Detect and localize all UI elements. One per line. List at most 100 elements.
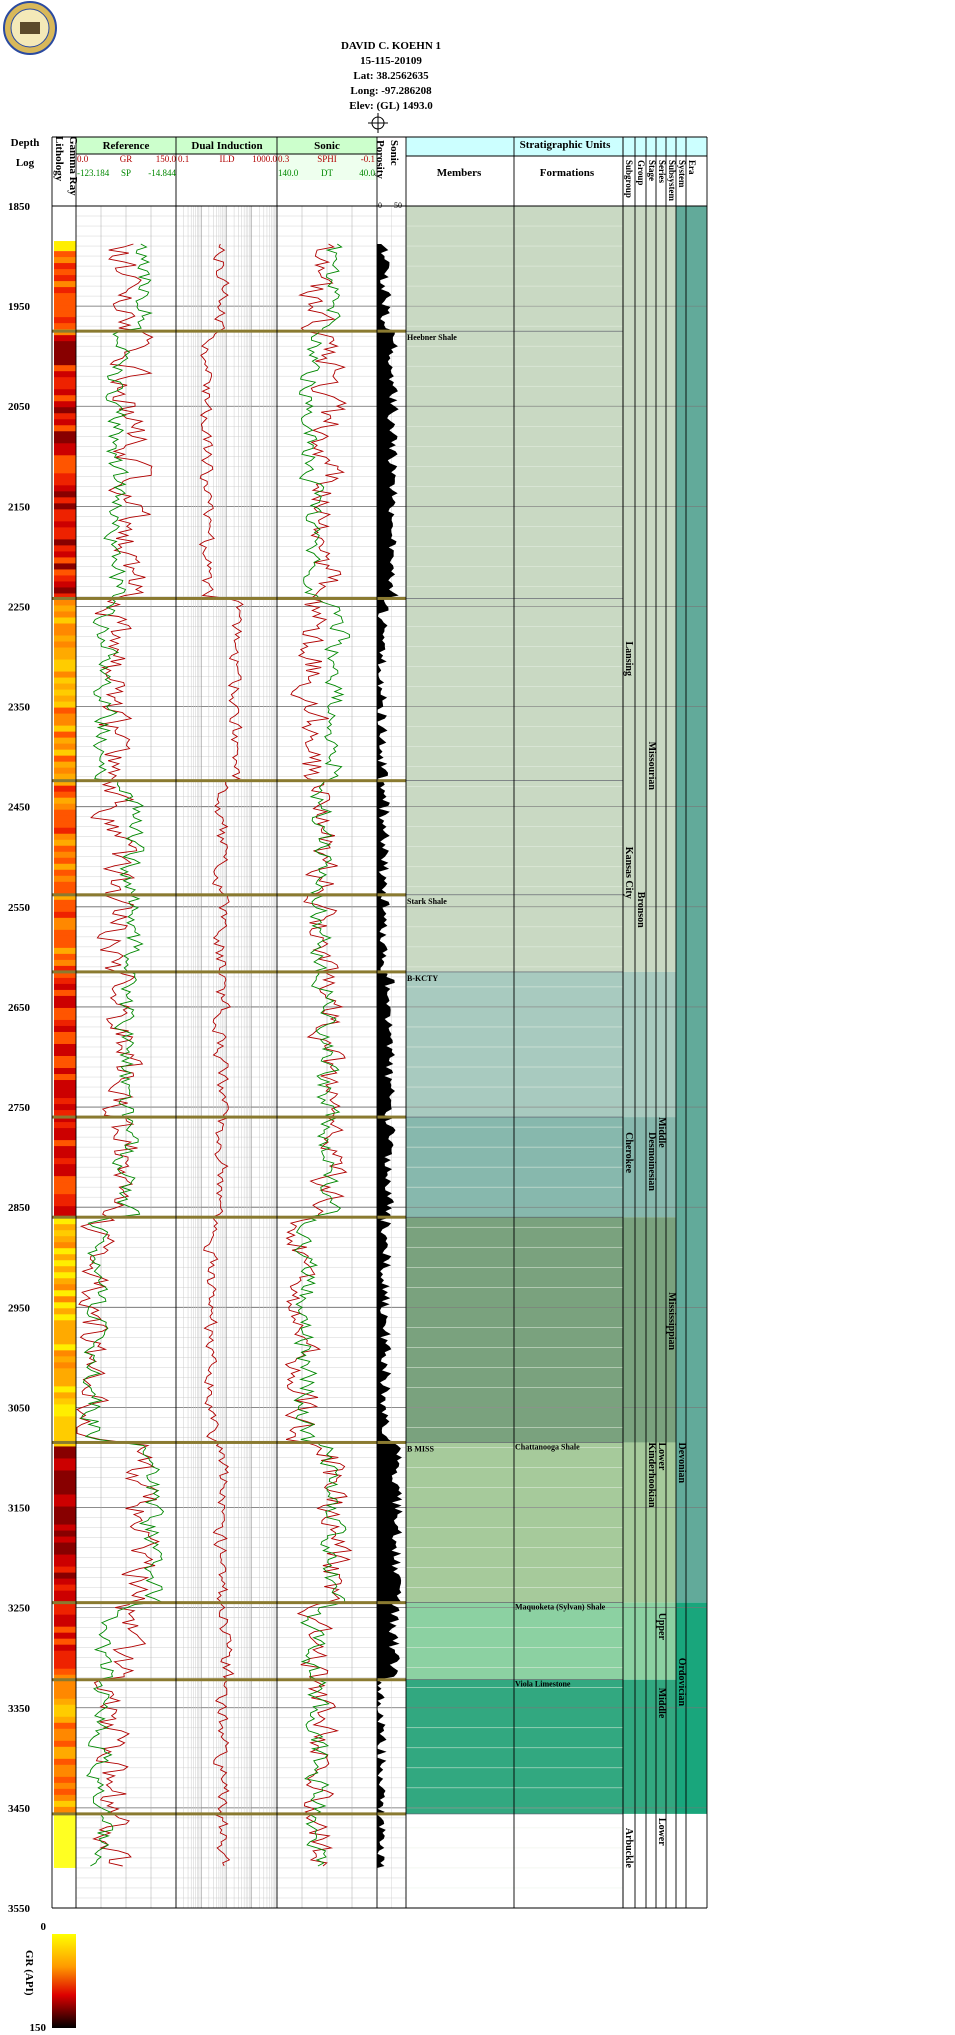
sp-scale-min: -123.184 <box>77 168 110 178</box>
depth-label: 3450 <box>8 1803 31 1815</box>
lithology-cell <box>54 1134 76 1141</box>
lithology-cell <box>54 1062 76 1069</box>
lithology-cell <box>54 371 76 378</box>
lithology-cell <box>54 785 76 793</box>
lithology-cell <box>54 545 76 552</box>
lithology-cell <box>54 1776 76 1784</box>
lithology-cell <box>54 305 76 312</box>
formation-top-line-9 <box>52 1678 406 1682</box>
lithology-cell <box>54 353 76 360</box>
lithology-cell <box>54 791 76 799</box>
lithology-cell <box>54 1506 76 1514</box>
dual-induction-header: Dual Induction <box>191 140 262 152</box>
lithology-cell <box>54 977 76 985</box>
lithology-cell <box>54 929 76 937</box>
lithology-cell <box>54 1110 76 1117</box>
strat-label-6: Middle <box>656 1117 667 1148</box>
formations-header: Formations <box>540 167 595 179</box>
member-label-0: Heebner Shale <box>407 333 457 342</box>
lithology-cell <box>54 1452 76 1459</box>
lithology-cell <box>54 869 76 877</box>
lithology-cell <box>54 629 76 637</box>
lithology-cell <box>54 377 76 384</box>
lithology-cell <box>54 1632 76 1640</box>
member-label-4: B-KCTY <box>407 974 438 983</box>
lithology-cell <box>54 731 76 739</box>
lithology-cell <box>54 749 76 757</box>
sphi-scale-min: 0.3 <box>278 154 290 164</box>
lithology-cell <box>54 821 76 829</box>
lithology-cell <box>54 1356 76 1363</box>
strat-col-header-stage: Stage <box>647 160 657 181</box>
lithology-cell <box>54 761 76 769</box>
lithology-cell <box>54 1770 76 1778</box>
lithology-cell <box>54 1500 76 1508</box>
lithology-cell <box>54 485 76 492</box>
lithology-cell <box>54 1037 76 1045</box>
lithology-cell <box>54 1482 76 1490</box>
lithology-cell <box>54 1470 76 1477</box>
lithology-cell <box>54 1464 76 1471</box>
lithology-cell <box>54 1320 76 1327</box>
log-header: Log <box>16 157 35 169</box>
lithology-cell <box>54 1374 76 1381</box>
lithology-cell <box>54 299 76 306</box>
lithology-cell <box>54 1368 76 1375</box>
lithology-cell <box>54 953 76 961</box>
lithology-cell <box>54 359 76 366</box>
lithology-cell <box>54 839 76 847</box>
lithology-cell <box>54 1566 76 1574</box>
lithology-cell <box>54 1764 76 1772</box>
formation-label-7: Chattanooga Shale <box>515 1442 580 1451</box>
lithology-cell <box>54 713 76 721</box>
lithology-cell <box>54 1031 76 1039</box>
lithology-cell <box>54 617 76 624</box>
depth-label: 3250 <box>8 1603 31 1615</box>
formation-top-line-4 <box>52 970 406 974</box>
lithology-cell <box>54 311 76 318</box>
strat-label-2: Bronson <box>635 892 646 928</box>
lithology-cell <box>54 593 76 600</box>
lithology-cell <box>54 947 76 955</box>
strat-label-5: Desmoinesian <box>646 1132 657 1191</box>
depth-label: 1950 <box>8 301 31 313</box>
lithology-cell <box>54 1662 76 1670</box>
strat-col-header-series: Series <box>657 160 667 183</box>
well-long: Long: -97.286208 <box>350 85 432 97</box>
lithology-cell <box>54 1080 76 1087</box>
lithology-cell <box>54 335 76 342</box>
lithology-cell <box>54 1266 76 1273</box>
lithology-cell <box>54 1698 76 1706</box>
lithology-cell <box>54 1716 76 1724</box>
formation-top-line-8 <box>52 1601 406 1605</box>
lithology-cell <box>54 1236 76 1243</box>
strat-header-band <box>406 137 707 156</box>
lithology-cell <box>54 365 76 372</box>
gr-legend-min: 0 <box>41 1921 47 1933</box>
lithology-cell <box>54 1338 76 1345</box>
lithology-cell <box>54 983 76 991</box>
lithology-cell <box>54 1158 76 1165</box>
lithology-cell <box>54 989 76 997</box>
depth-label: 2250 <box>8 601 31 613</box>
lithology-cell <box>54 1692 76 1700</box>
era-band-0 <box>676 206 707 1603</box>
lithology-cell <box>54 431 76 438</box>
well-elev: Elev: (GL) 1493.0 <box>349 100 433 112</box>
dt-scale-max: 40.0 <box>359 168 375 178</box>
lithology-cell <box>54 641 76 649</box>
strat-col-header-subgroup: Subgroup <box>624 160 634 198</box>
lithology-cell <box>54 1752 76 1760</box>
lithology-cell <box>54 1542 76 1550</box>
lithology-cell <box>54 887 76 895</box>
lithology-cell <box>54 1656 76 1664</box>
por-scale-min: 0 <box>378 201 382 210</box>
lithology-cell <box>54 1494 76 1502</box>
lithology-cell <box>54 461 76 468</box>
lithology-cell <box>54 1200 76 1207</box>
depth-header: Depth <box>11 137 40 149</box>
sphi-scale-label: SPHI <box>317 154 337 164</box>
lithology-cell <box>54 1188 76 1195</box>
lithology-cell <box>54 857 76 865</box>
lithology-cell <box>54 1344 76 1351</box>
